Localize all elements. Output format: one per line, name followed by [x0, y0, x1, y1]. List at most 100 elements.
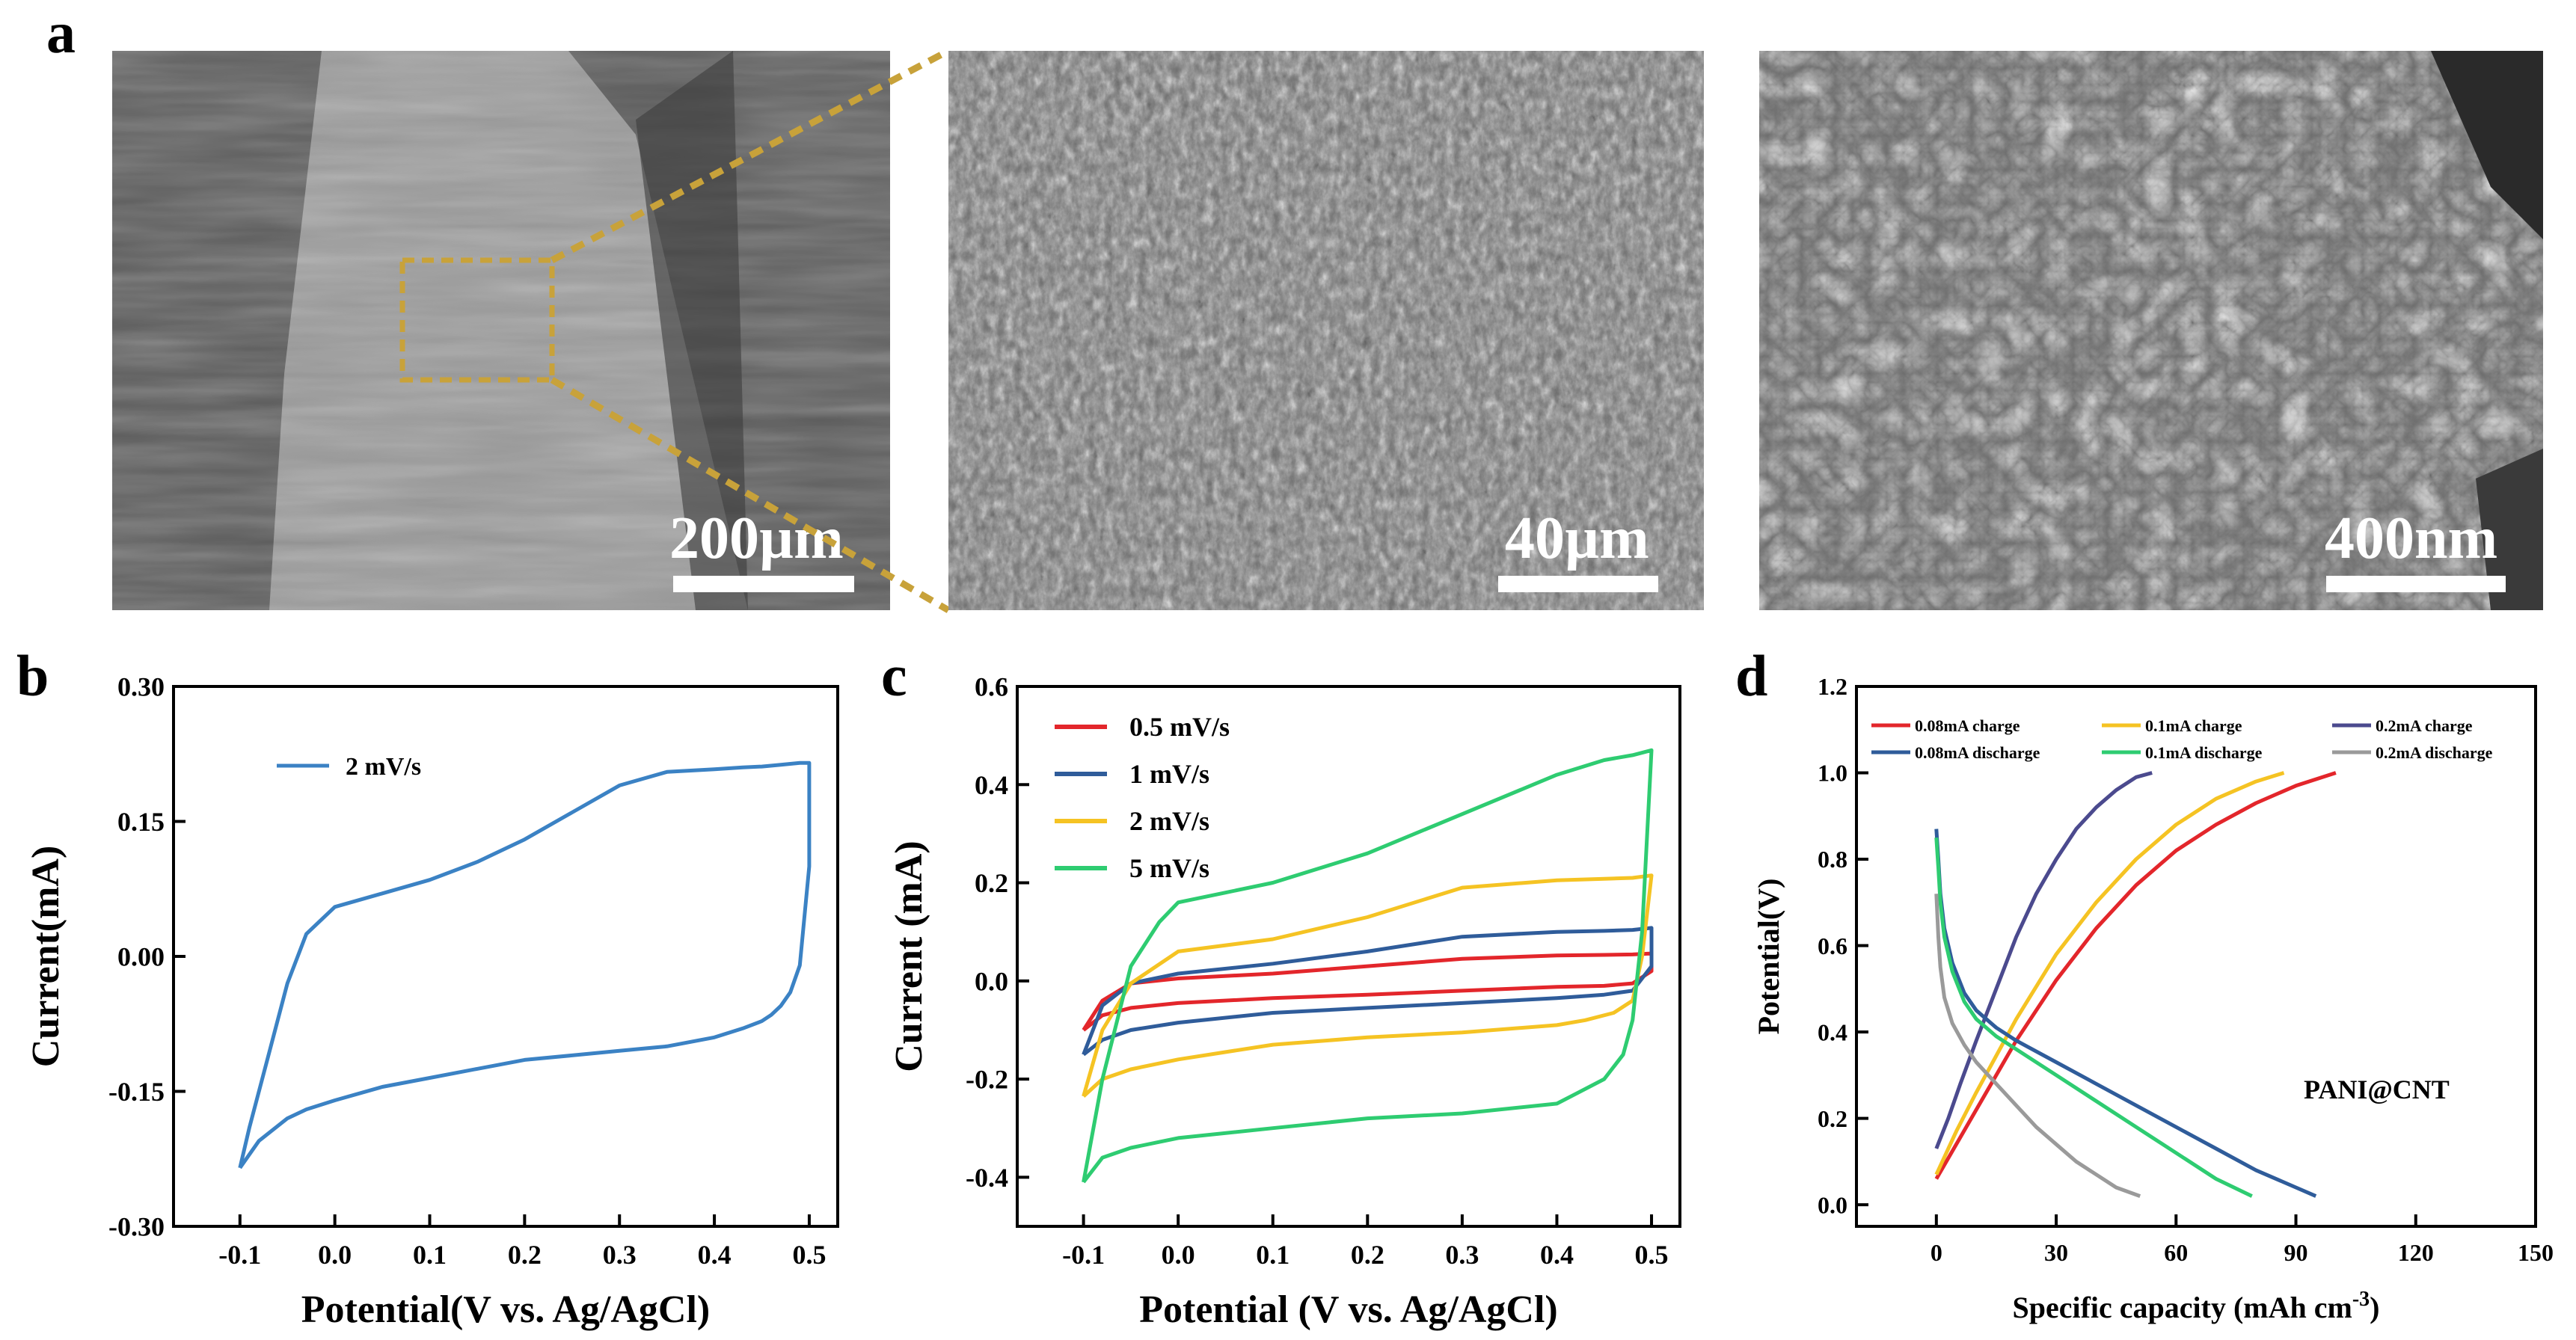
- legend-label: 0.2mA discharge: [2376, 743, 2493, 762]
- legend-label: 2 mV/s: [1129, 806, 1209, 836]
- series-line-2-mv-s: [238, 760, 812, 1170]
- x-tick-label: -0.1: [1062, 1240, 1105, 1270]
- legend-label: 0.1mA charge: [2145, 716, 2242, 735]
- x-axis-label-sup: -3: [2352, 1288, 2370, 1311]
- x-ticks: -0.1 0.0 0.1 0.2 0.3 0.4 0.5: [1062, 1214, 1669, 1270]
- series-line-0-1ma-discharge: [1934, 838, 2253, 1198]
- y-tick-label: 0.0: [975, 966, 1008, 996]
- legend: 0.08mA charge 0.1mA charge 0.2mA charge 0.0…: [1871, 716, 2493, 762]
- x-axis-label-main: Specific capacity (mAh cm: [2013, 1291, 2352, 1324]
- plot-lines: [1934, 771, 2337, 1198]
- scale-bar: [673, 576, 854, 592]
- legend-label: 0.5 mV/s: [1129, 712, 1230, 742]
- series-line-5-mv-s: [1082, 748, 1654, 1184]
- plot-lines: [1082, 748, 1654, 1184]
- x-tick-label: 150: [2518, 1239, 2554, 1266]
- series-line-1-mv-s: [1082, 926, 1654, 1057]
- y-ticks: 0.6 0.4 0.2 0.0 -0.2 -0.4: [966, 672, 1029, 1193]
- x-tick-label: 90: [2284, 1239, 2308, 1266]
- x-tick-label: 0.3: [603, 1240, 637, 1270]
- panel-label-c: c: [881, 643, 907, 708]
- sem-image-mid-mag: 40µm: [948, 51, 1704, 610]
- plot-frame: [1855, 685, 2537, 1228]
- panel-label-a: a: [46, 0, 76, 65]
- series-line-0-1ma-charge: [1934, 771, 2285, 1175]
- legend-label: 0.2mA charge: [2376, 716, 2473, 735]
- x-tick-label: 0.2: [508, 1240, 542, 1270]
- x-ticks: -0.1 0.0 0.1 0.2 0.3 0.4 0.5: [218, 1214, 826, 1270]
- x-tick-label: 0.4: [1540, 1240, 1574, 1270]
- y-tick-label: 0.00: [117, 942, 165, 972]
- legend: 2 mV/s: [277, 753, 421, 781]
- zoom-box: [399, 257, 555, 383]
- y-tick-label: 0.15: [117, 807, 165, 837]
- x-tick-label: 0.2: [1351, 1240, 1384, 1270]
- y-ticks: 0.30 0.15 0.00 -0.15 -0.30: [108, 672, 185, 1242]
- scale-bar: [1498, 576, 1658, 592]
- series-line-0-08ma-charge: [1934, 771, 2337, 1180]
- y-tick-label: 0.6: [1818, 932, 1847, 959]
- legend-label: 2 mV/s: [346, 753, 421, 781]
- series-line-0-2ma-charge: [1934, 771, 2153, 1149]
- x-tick-label: 0.4: [698, 1240, 732, 1270]
- x-tick-label: 60: [2164, 1239, 2188, 1266]
- zoom-connector-top: [550, 48, 951, 263]
- annotation-pani-cnt: PANI@CNT: [2304, 1075, 2450, 1104]
- legend-label: 5 mV/s: [1129, 853, 1209, 883]
- y-tick-label: -0.4: [966, 1163, 1008, 1193]
- plot-frame: [1016, 685, 1681, 1228]
- legend-label: 0.08mA discharge: [1915, 743, 2040, 762]
- x-axis-label: Potential(V vs. Ag/AgCl): [301, 1288, 710, 1331]
- y-tick-label: 1.2: [1818, 673, 1847, 700]
- y-tick-label: -0.30: [108, 1212, 165, 1242]
- y-tick-label: 0.2: [1818, 1105, 1847, 1132]
- series-line-0-2ma-discharge: [1934, 894, 2141, 1198]
- x-tick-label: 120: [2398, 1239, 2434, 1266]
- legend-label: 1 mV/s: [1129, 759, 1209, 789]
- x-axis-label: Specific capacity (mAh cm-3): [2013, 1288, 2380, 1324]
- x-tick-label: 0: [1931, 1239, 1942, 1266]
- x-tick-label: 0.1: [413, 1240, 447, 1270]
- y-tick-label: 0.4: [1818, 1018, 1847, 1045]
- y-ticks: 1.2 1.0 0.8 0.6 0.4 0.2 0.0: [1818, 673, 1868, 1218]
- y-tick-label: 0.6: [975, 672, 1008, 702]
- x-tick-label: 0.0: [318, 1240, 352, 1270]
- x-axis-label-end: ): [2370, 1291, 2379, 1324]
- x-tick-label: 0.0: [1162, 1240, 1195, 1270]
- series-line-0-5-mv-s: [1082, 951, 1654, 1032]
- y-tick-label: 0.30: [117, 672, 165, 702]
- x-tick-label: 0.5: [792, 1240, 826, 1270]
- y-axis-label: Current(mA): [25, 846, 67, 1068]
- series-line-2-mv-s: [1082, 873, 1654, 1098]
- x-tick-label: 30: [2044, 1239, 2068, 1266]
- panel-label-d: d: [1735, 643, 1767, 708]
- sem-image-low-mag: 200µm: [112, 51, 890, 610]
- x-tick-label: -0.1: [218, 1240, 261, 1270]
- scale-label-40um: 40µm: [1505, 505, 1649, 571]
- scale-bar: [2326, 576, 2506, 592]
- y-tick-label: -0.2: [966, 1065, 1008, 1095]
- x-ticks: 0 30 60 90 120 150: [1931, 1214, 2554, 1266]
- legend-label: 0.08mA charge: [1915, 716, 2020, 735]
- y-tick-label: 0.4: [975, 770, 1008, 800]
- x-tick-label: 0.1: [1256, 1240, 1289, 1270]
- y-tick-label: 0.2: [975, 868, 1008, 898]
- x-tick-label: 0.5: [1635, 1240, 1669, 1270]
- x-tick-label: 0.3: [1445, 1240, 1479, 1270]
- sem-image-high-mag: 400nm: [1759, 51, 2543, 610]
- legend-label: 0.1mA discharge: [2145, 743, 2263, 762]
- plot-lines: [238, 760, 812, 1170]
- scale-label-200um: 200µm: [669, 505, 844, 571]
- scale-label-400nm: 400nm: [2325, 505, 2497, 571]
- y-tick-label: 1.0: [1818, 760, 1847, 787]
- chart-d: 1.2 1.0 0.8 0.6 0.4 0.2 0.0 0 30 60 90 120 150 0.08…: [1752, 673, 2554, 1324]
- chart-b: 0.300.150.00-0.15-0.30 -0.1 0.0 0.1 0.2 0.3 0…: [25, 672, 839, 1331]
- legend: 0.5 mV/s 1 mV/s 2 mV/s 5 mV/s: [1055, 712, 1230, 883]
- x-axis-label: Potential (V vs. Ag/AgCl): [1139, 1288, 1557, 1331]
- series-line-0-08ma-discharge: [1934, 829, 2317, 1198]
- y-axis-label: Current (mA): [888, 840, 930, 1072]
- panel-label-b: b: [16, 643, 49, 708]
- zoom-connector-bottom: [550, 377, 951, 613]
- y-tick-label: -0.15: [108, 1077, 165, 1107]
